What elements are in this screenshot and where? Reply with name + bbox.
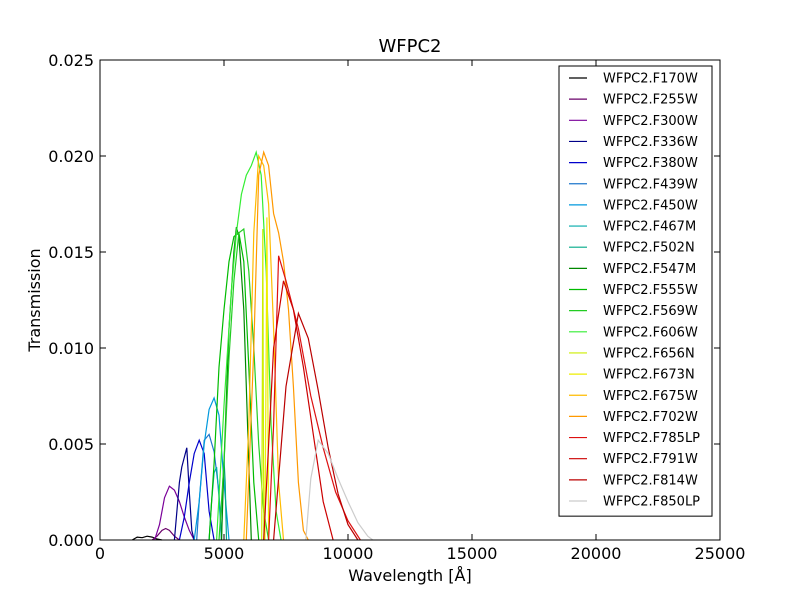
legend-label: WFPC2.F814W <box>603 473 698 488</box>
legend-label: WFPC2.F702W <box>603 410 698 425</box>
legend-label: WFPC2.F785LP <box>603 431 700 446</box>
y-tick-label: 0.000 <box>48 531 94 550</box>
legend-label: WFPC2.F255W <box>603 93 698 108</box>
series-line-0 <box>131 535 163 541</box>
legend-label: WFPC2.F439W <box>603 177 698 192</box>
legend-label: WFPC2.F502N <box>603 241 695 256</box>
series-line-12 <box>216 150 282 541</box>
series-line-2 <box>154 485 195 541</box>
series-line-20 <box>305 438 374 541</box>
x-tick-label: 10000 <box>323 544 374 563</box>
series-line-19 <box>273 311 359 541</box>
plot-frame <box>99 59 721 541</box>
y-axis-label: Transmission <box>25 248 44 352</box>
x-tick-label: 0 <box>95 544 105 563</box>
series-layer <box>131 150 374 541</box>
legend-label: WFPC2.F547M <box>603 262 696 277</box>
legend-label: WFPC2.F170W <box>603 72 698 87</box>
legend-label: WFPC2.F675W <box>603 389 698 404</box>
x-tick-label: 15000 <box>447 544 498 563</box>
legend-label: WFPC2.F569W <box>603 304 698 319</box>
axis-layer: 0 5000 10000 15000 20000 25000 0.000 0.005 0.010… <box>48 51 745 563</box>
y-tick-label: 0.005 <box>48 435 94 454</box>
x-tick-label: 5000 <box>204 544 245 563</box>
series-line-13 <box>261 228 265 541</box>
series-line-16 <box>245 150 309 541</box>
legend-label: WFPC2.F791W <box>603 452 698 467</box>
series-line-15 <box>243 153 285 541</box>
legend-label: WFPC2.F467M <box>603 220 696 235</box>
legend-label: WFPC2.F300W <box>603 114 698 129</box>
legend-label: WFPC2.F450W <box>603 198 698 213</box>
x-axis-label: Wavelength [Å] <box>348 566 471 585</box>
legend-label: WFPC2.F380W <box>603 156 698 171</box>
x-tick-label: 25000 <box>695 544 746 563</box>
series-line-18 <box>263 280 334 541</box>
legend-label: WFPC2.F606W <box>603 325 698 340</box>
legend-label: WFPC2.F850LP <box>603 495 700 510</box>
legend-label: WFPC2.F555W <box>603 283 698 298</box>
legend-label: WFPC2.F656N <box>603 346 695 361</box>
series-line-14 <box>264 217 270 541</box>
x-tick-label: 20000 <box>571 544 622 563</box>
legend: WFPC2.F170W WFPC2.F255W WFPC2.F300W WFPC2.F… <box>558 65 713 517</box>
series-line-3 <box>173 447 195 541</box>
legend-label: WFPC2.F336W <box>603 135 698 150</box>
y-tick-label: 0.025 <box>48 51 94 70</box>
series-line-11 <box>218 227 270 541</box>
y-tick-label: 0.015 <box>48 243 94 262</box>
series-line-10 <box>208 231 260 541</box>
y-tick-label: 0.020 <box>48 147 94 166</box>
y-tick-label: 0.010 <box>48 339 94 358</box>
legend-label: WFPC2.F673N <box>603 368 695 383</box>
series-line-4 <box>178 438 215 541</box>
chart-title: WFPC2 <box>378 36 441 57</box>
